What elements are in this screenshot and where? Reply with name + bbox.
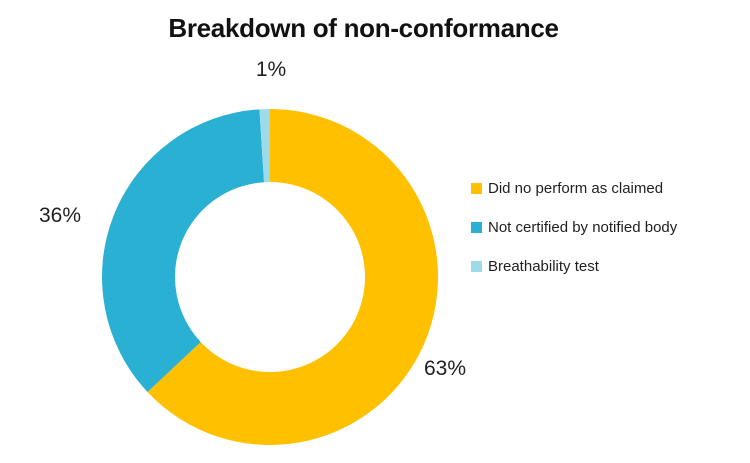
legend-swatch-blue-icon: [471, 221, 482, 233]
data-label-36: 36%: [38, 204, 82, 227]
chart-legend: Did no perform as claimed Not certified …: [471, 175, 677, 292]
legend-item-did-no-perform: Did no perform as claimed: [471, 175, 677, 201]
donut-segment-2: [259, 108, 270, 183]
legend-label: Not certified by notified body: [488, 218, 678, 236]
legend-label: Breathability test: [488, 257, 599, 275]
donut-segment-1: [101, 109, 265, 392]
legend-label: Did no perform as claimed: [488, 179, 664, 197]
donut-segment-0: [147, 109, 439, 445]
chart-title: Breakdown of non-conformance: [168, 13, 559, 43]
legend-swatch-yellow-icon: [471, 182, 482, 194]
data-label-63: 63%: [423, 357, 467, 380]
legend-item-not-certified: Not certified by notified body: [471, 214, 677, 240]
data-label-1: 1%: [255, 58, 287, 81]
legend-swatch-lightblue-icon: [471, 260, 482, 272]
legend-item-breathability: Breathability test: [471, 253, 677, 279]
